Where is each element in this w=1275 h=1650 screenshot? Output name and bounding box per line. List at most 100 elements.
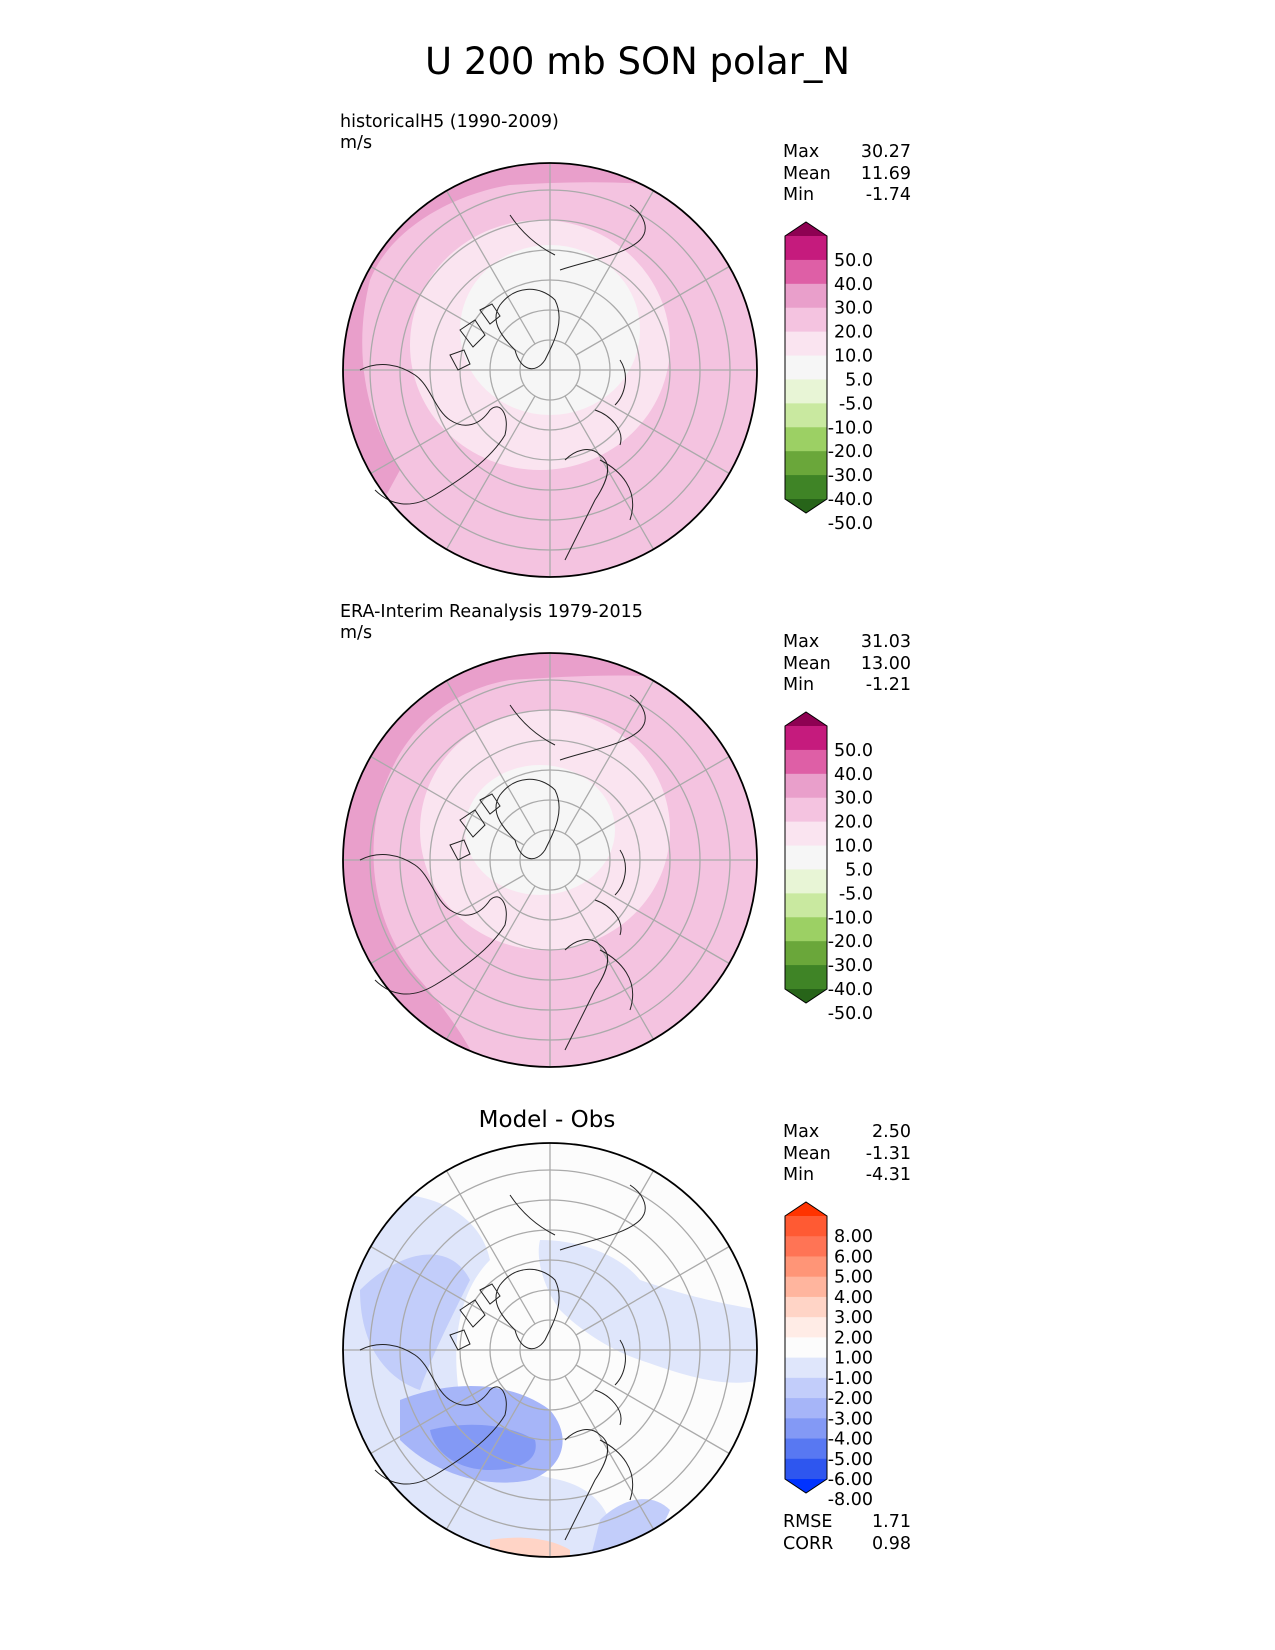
colorbar-band xyxy=(785,726,827,751)
meridian-line xyxy=(445,1375,536,1530)
meridian-line xyxy=(564,395,655,550)
meridian-line xyxy=(575,755,730,846)
meridian-line xyxy=(564,1170,655,1325)
colorbar-extend-max xyxy=(785,1202,827,1216)
stats-obs: Max 31.03 Mean 13.00 Min -1.21 xyxy=(783,632,911,697)
panel-3-title: Model - Obs xyxy=(478,1107,616,1133)
meridian-line xyxy=(564,190,655,345)
panel-1-units: m/s xyxy=(340,133,373,153)
meridian-line xyxy=(575,874,730,965)
colorbar-tick-label: 40.0 xyxy=(834,765,873,785)
colorbar-tick-label: -5.0 xyxy=(839,884,873,904)
colorbar-band xyxy=(785,1377,827,1399)
graticule xyxy=(343,163,757,577)
colorbar-band xyxy=(785,259,827,285)
colorbar-tick-label: 50.0 xyxy=(834,741,873,761)
coastline xyxy=(495,288,560,370)
graticule xyxy=(343,653,757,1067)
stat-min: Min -4.31 xyxy=(783,1165,911,1185)
colorbar-tick-label: 5.0 xyxy=(845,860,873,880)
colorbar-tick-label: -1.00 xyxy=(828,1369,873,1389)
map-panel-obs xyxy=(340,650,760,1070)
coastline xyxy=(359,1344,507,1485)
map-boundary xyxy=(342,162,758,578)
stat-min: Min -1.74 xyxy=(783,185,911,205)
colorbar-tick-label: 40.0 xyxy=(834,275,873,295)
colorbar-band xyxy=(785,307,827,333)
stat-corr: CORR 0.98 xyxy=(783,1533,911,1554)
stats-model: Max 30.27 Mean 11.69 Min -1.74 xyxy=(783,142,911,207)
colorbar-tick-label: -40.0 xyxy=(828,980,873,1000)
stats-diff: Max 2.50 Mean -1.31 Min -4.31 xyxy=(783,1122,911,1187)
meridian-line xyxy=(564,885,655,1040)
stat-rmse: RMSE 1.71 xyxy=(783,1512,911,1532)
coastline xyxy=(449,303,501,371)
colorbar-band xyxy=(785,1337,827,1359)
colorbar-tick-label: -20.0 xyxy=(828,442,873,462)
map-panel-model xyxy=(340,160,760,580)
colorbar-band xyxy=(785,1276,827,1298)
colorbar-tick-label: -3.00 xyxy=(828,1409,873,1429)
colorbar-tick-label: 10.0 xyxy=(834,837,873,857)
colorbar-tick-label: 10.0 xyxy=(834,347,873,367)
meridian-line xyxy=(370,874,525,965)
colorbar-band xyxy=(785,893,827,918)
colorbar-model: 50.0 40.0 30.0 20.0 10.0 5.0 -5.0 -10.0 -20.0 -30… xyxy=(783,220,913,534)
coastlines xyxy=(359,1184,646,1541)
meridian-line xyxy=(370,1364,525,1455)
colorbar-tick-label: -4.00 xyxy=(828,1430,873,1450)
stat-mean: Mean 11.69 xyxy=(783,163,911,184)
colorbar-band xyxy=(785,475,827,500)
coastline xyxy=(449,1283,501,1351)
colorbar-tick-label: -6.00 xyxy=(828,1470,873,1490)
coastline xyxy=(495,1268,560,1350)
meridian-line xyxy=(445,885,536,1040)
colorbar-band xyxy=(785,236,827,261)
map-boundary xyxy=(342,1142,758,1558)
meridian-line xyxy=(564,680,655,835)
meridian-line xyxy=(564,1375,655,1530)
colorbar-tick-label: -30.0 xyxy=(828,956,873,976)
colorbar-outline xyxy=(784,711,828,1004)
coastline xyxy=(449,793,501,861)
polar-map-model xyxy=(342,162,758,578)
colorbar-band xyxy=(785,797,827,823)
colorbar-tick-label: -50.0 xyxy=(828,514,873,534)
colorbar-band xyxy=(785,403,827,428)
colorbar-band xyxy=(785,821,827,847)
colorbar-tick-label: -5.00 xyxy=(828,1450,873,1470)
colorbar-tick-label: -10.0 xyxy=(828,908,873,928)
colorbar-tick-label: 8.00 xyxy=(834,1227,873,1247)
colorbar-outline xyxy=(784,221,828,514)
map-boundary xyxy=(342,652,758,1068)
colorbar-extend-max xyxy=(785,712,827,726)
colorbar-band xyxy=(785,917,827,942)
meridian-line xyxy=(445,190,536,345)
coastline xyxy=(509,204,646,271)
colorbar-band xyxy=(785,1458,827,1480)
colorbar-band xyxy=(785,1256,827,1278)
meridian-line xyxy=(575,1364,730,1455)
colorbar-tick-label: 30.0 xyxy=(834,299,873,319)
colorbar-tick-label: -40.0 xyxy=(828,490,873,510)
colorbar-band xyxy=(785,379,827,404)
panel-2-units: m/s xyxy=(340,623,373,643)
colorbar-tick-label: 5.00 xyxy=(834,1268,873,1288)
coastlines xyxy=(359,204,646,561)
colorbar-tick-label: -20.0 xyxy=(828,932,873,952)
polar-map-diff xyxy=(342,1142,758,1558)
colorbar-band xyxy=(785,1216,827,1237)
colorbar-extend-min xyxy=(785,989,827,1003)
colorbar-band xyxy=(785,1236,827,1257)
colorbar-band xyxy=(785,1357,827,1379)
colorbar-tick-label: 50.0 xyxy=(834,251,873,271)
coastline xyxy=(495,778,560,860)
field-level-neg4 xyxy=(430,1424,536,1470)
figure-title: U 200 mb SON polar_N xyxy=(424,40,851,83)
colorbar-tick-label: 3.00 xyxy=(834,1308,873,1328)
colorbar-band xyxy=(785,331,827,357)
colorbar-band xyxy=(785,773,827,799)
meridian-line xyxy=(370,384,525,475)
colorbar-tick-label: -30.0 xyxy=(828,466,873,486)
colorbar-obs: 50.0 40.0 30.0 20.0 10.0 5.0 -5.0 -10.0 -20.0 -30… xyxy=(783,710,913,1024)
